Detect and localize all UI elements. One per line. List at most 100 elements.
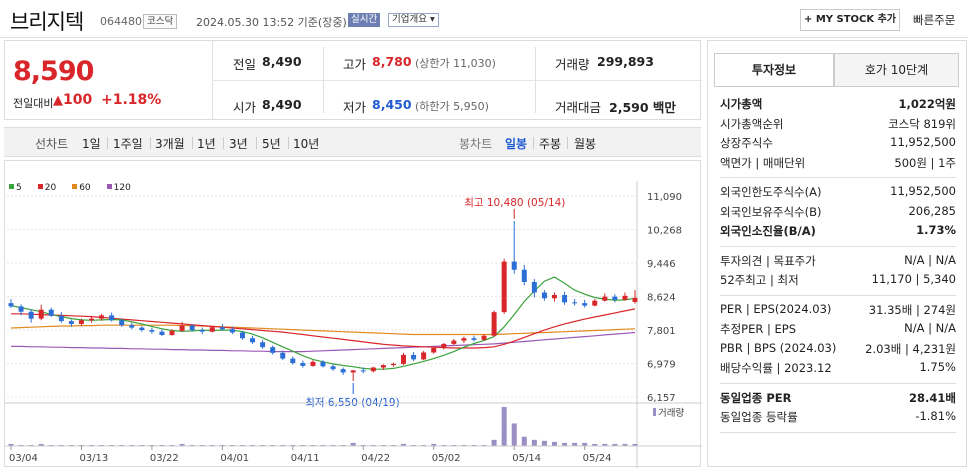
candle-body (260, 342, 266, 348)
up-triangle-icon: ▲ (53, 93, 63, 108)
low-label: 저가 (343, 100, 367, 115)
info-row: 상장주식수 11,952,500 (720, 135, 956, 154)
volume-bar (139, 444, 145, 446)
volume-bar (159, 444, 165, 446)
volume-bar (541, 440, 547, 446)
candle-body (38, 309, 44, 319)
info-row-value: N/A | N/A (904, 252, 956, 267)
candle-body (441, 343, 447, 348)
my-stock-add-button[interactable]: + MY STOCK 추가 (800, 9, 900, 31)
divider (107, 137, 108, 149)
volume-bar (572, 442, 578, 446)
candle-body (582, 303, 588, 306)
candle-body (320, 361, 326, 367)
candle-body (551, 295, 557, 299)
info-row: 투자의견 | 목표주가 N/A | N/A (720, 253, 956, 272)
volume-bar (501, 407, 507, 446)
price-summary: 8,590 전일대비 ▲100 +1.18% 전일 8,490 시가 8,490… (4, 40, 702, 120)
ma5-line (10, 276, 636, 370)
divider (720, 431, 956, 433)
y-tick-label: 11,090 (647, 192, 682, 203)
tab-1d[interactable]: 1일 (82, 137, 101, 151)
tab-monthly[interactable]: 월봉 (574, 137, 597, 151)
info-row-label: 시가총액 (720, 97, 763, 111)
volume-bar (330, 444, 336, 446)
candle-body (290, 358, 296, 364)
company-info-label: 기업개요 (392, 14, 427, 25)
candle-body (411, 354, 417, 360)
volume-bar (401, 443, 407, 446)
volume-bar (18, 444, 24, 446)
volume-bar (350, 442, 356, 446)
volume-bar (68, 444, 74, 446)
candle-body (48, 309, 54, 316)
realtime-badge[interactable]: 실시간 (348, 13, 381, 27)
candle-body (330, 366, 336, 370)
legend-swatch (37, 184, 43, 189)
tab-invest-info[interactable]: 투자정보 (714, 53, 834, 87)
volume-bar (219, 444, 225, 446)
volume-bar (411, 444, 417, 446)
legend-item-ma60: 60 (72, 183, 98, 193)
open-value: 8,490 (262, 97, 302, 112)
open-label: 시가 (233, 100, 257, 115)
tab-1w[interactable]: 1주일 (113, 137, 143, 151)
divider (714, 86, 959, 87)
company-info-dropdown[interactable]: 기업개요 ▾ (388, 13, 439, 27)
candle-body (179, 325, 185, 331)
candle-body (78, 320, 84, 324)
info-row-value: N/A | N/A (904, 321, 956, 335)
tab-daily[interactable]: 일봉 (505, 137, 528, 151)
info-row-value: 206,285 (908, 203, 956, 218)
candle-body (199, 330, 205, 332)
volume-bar (199, 444, 205, 446)
candle-body (350, 370, 356, 373)
info-row-label: 외국인한도주식수(A) (720, 185, 822, 199)
tab-weekly[interactable]: 주봉 (539, 137, 562, 151)
tab-1y[interactable]: 1년 (197, 137, 216, 151)
divider (720, 294, 956, 296)
candle-body (169, 330, 175, 335)
volume-bar (58, 444, 64, 446)
tab-5y[interactable]: 5년 (262, 137, 281, 151)
info-row-label: 외국인보유주식수(B) (720, 204, 822, 219)
info-row-value: 11,952,500 (890, 184, 956, 198)
candle-body (310, 361, 316, 366)
divider (212, 80, 702, 81)
candle-body (431, 347, 437, 353)
divider (150, 137, 151, 149)
volume-bar (511, 423, 517, 446)
divider (720, 245, 956, 247)
info-row-value: 500원 | 1주 (894, 155, 956, 170)
volume-bar (562, 442, 568, 446)
tab-3m[interactable]: 3개월 (155, 137, 185, 151)
chart-period-tabs: 선차트 1일 1주일 3개월 1년 3년 5년 10년 봉차트 일봉 주봉 월봉 (4, 127, 701, 157)
info-row-value: 28.41배 (909, 390, 956, 405)
info-row-label: 동일업종 PER (720, 390, 792, 405)
market-badge: 코스닥 (143, 14, 178, 29)
info-row-label: PBR | BPS (2024.03) (720, 340, 837, 355)
candle-body (511, 261, 517, 270)
candle-body (572, 302, 578, 304)
chart-legend: 5 20 60 120 (9, 179, 147, 193)
info-row-value: 11,952,500 (890, 135, 956, 149)
tab-10y[interactable]: 10년 (293, 137, 320, 151)
lower-limit: (하한가 5,950) (415, 100, 489, 113)
tab-orderbook[interactable]: 호가 10단계 (834, 53, 959, 87)
change-value: ▲100 (53, 92, 92, 108)
candle-body (219, 327, 225, 330)
ma20-line (11, 308, 636, 349)
y-tick-label: 6,979 (647, 360, 676, 371)
info-row-value: 31.35배 | 274원 (868, 302, 956, 317)
candle-body (209, 327, 215, 332)
candle-body (390, 363, 396, 366)
quick-order-link[interactable]: 빠른주문 (913, 13, 956, 27)
info-row-label: 외국인소진율(B/A) (720, 224, 816, 238)
divider (288, 137, 289, 149)
stock-code: 064480 (100, 15, 142, 28)
stock-chart[interactable]: 5 20 60 120 11,090 10,268 9,446 8,624 7,801 6,97… (4, 160, 702, 468)
info-row: 동일업종 등락률 -1.81% (720, 409, 956, 428)
info-row-value: -1.81% (915, 409, 956, 423)
tab-3y[interactable]: 3년 (229, 137, 248, 151)
info-row: 배당수익률 | 2023.12 1.75% (720, 360, 956, 379)
